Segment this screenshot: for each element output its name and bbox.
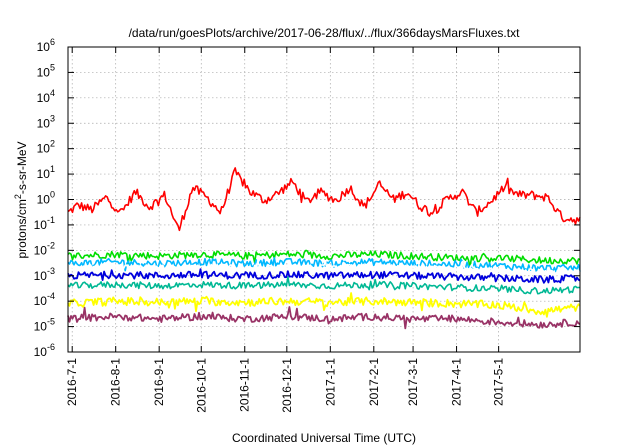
- x-tick-label: 2016-7-1: [65, 358, 79, 406]
- x-tick-label: 2017-2-1: [367, 358, 381, 406]
- green-series: [67, 249, 581, 269]
- y-tick-label: 10-3: [34, 266, 55, 283]
- x-axis-label: Coordinated Universal Time (UTC): [232, 431, 416, 445]
- chart-title: /data/run/goesPlots/archive/2017-06-28/f…: [129, 26, 521, 40]
- y-tick-label: 10-2: [34, 240, 55, 257]
- teal-series: [67, 276, 580, 295]
- x-tick-label: 2016-9-1: [152, 358, 166, 406]
- y-tick-label: 103: [37, 113, 55, 130]
- series-layer: [67, 167, 581, 330]
- y-tick-label: 10-4: [34, 291, 55, 308]
- x-tick-label: 2017-4-1: [450, 358, 464, 406]
- x-tick-label: 2017-3-1: [406, 358, 420, 406]
- red-series: [67, 167, 581, 232]
- blue-series: [67, 268, 581, 284]
- x-tick-label: 2017-1-1: [323, 358, 337, 406]
- y-tick-label: 100: [37, 190, 55, 207]
- y-tick-label: 102: [37, 139, 55, 156]
- y-tick-label: 104: [37, 88, 55, 105]
- x-tick-label: 2016-11-1: [238, 358, 252, 412]
- x-tick-label: 2017-5-1: [492, 358, 506, 406]
- x-axis: 2016-7-1 2016-8-1 2016-9-1 2016-10-1 2016-11…: [65, 47, 506, 413]
- y-tick-label: 101: [37, 164, 55, 181]
- y-tick-label: 10-6: [34, 342, 55, 359]
- white-series: [67, 260, 581, 277]
- y-tick-label: 10-5: [34, 317, 55, 334]
- yellow-series: [67, 292, 581, 318]
- y-tick-label: 105: [37, 62, 55, 79]
- y-tick-label: 106: [37, 37, 55, 54]
- x-tick-label: 2016-12-1: [280, 358, 294, 413]
- grid: [68, 47, 580, 352]
- y-axis: 10-6 10-5 10-4 10-3 10-2 10-1 100 101 102 103 104 1…: [34, 37, 580, 359]
- y-tick-label: 10-1: [34, 215, 55, 232]
- purple-series: [67, 306, 581, 330]
- x-tick-label: 2016-10-1: [194, 358, 208, 413]
- y-axis-label: protons/cm2-s-sr-MeV: [13, 141, 29, 258]
- x-tick-label: 2016-8-1: [109, 358, 123, 406]
